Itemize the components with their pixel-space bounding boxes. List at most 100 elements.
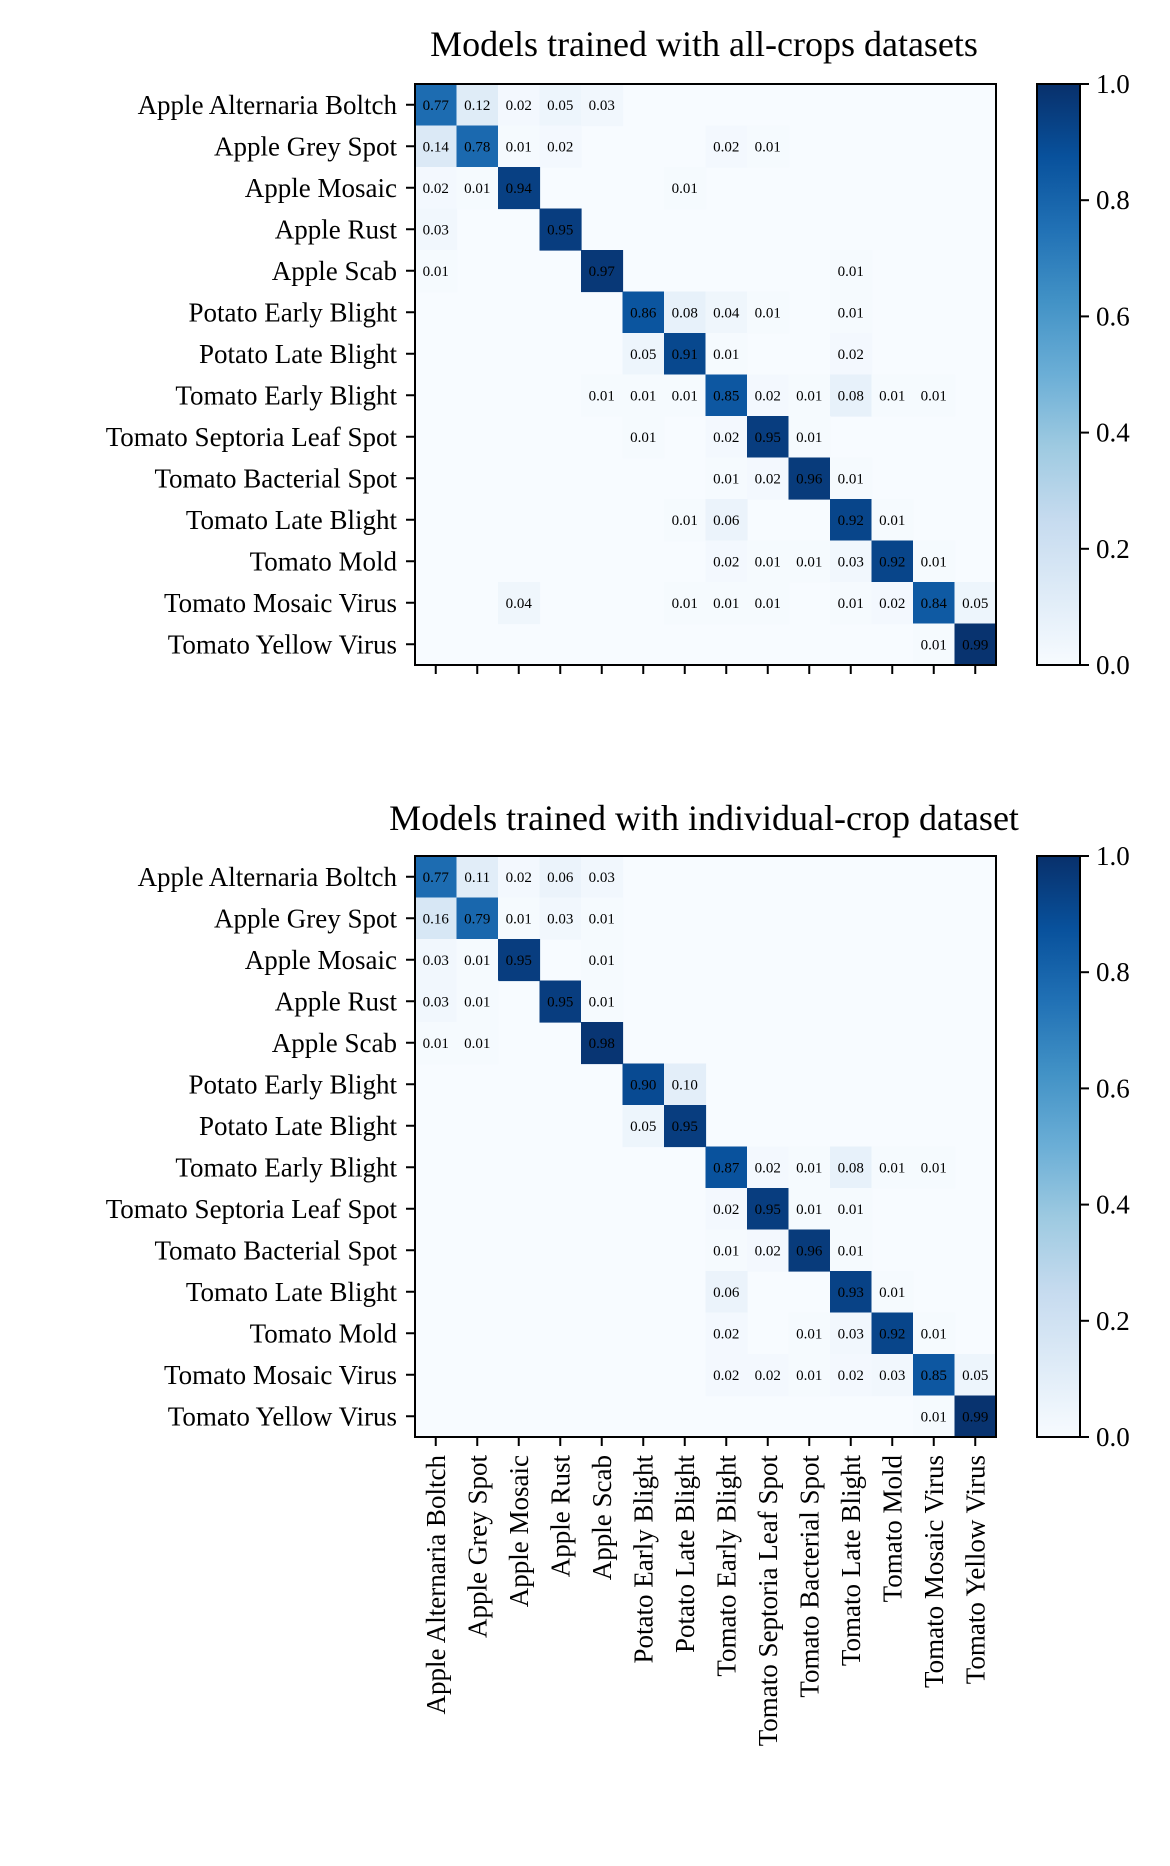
y-tick-label: Tomato Late Blight	[186, 505, 398, 535]
heatmap-cell	[871, 374, 914, 417]
heatmap-cell	[871, 540, 914, 583]
heatmap-cell	[913, 1354, 956, 1397]
heatmap-cell	[705, 499, 748, 542]
cell-value-label: 0.01	[921, 637, 947, 653]
cell-value-label: 0.02	[755, 1368, 781, 1384]
heatmap-cell	[788, 1354, 831, 1397]
cell-value-label: 0.08	[672, 305, 698, 321]
cell-value-label: 0.95	[547, 994, 573, 1010]
colorbar-tick-label: 0.0	[1096, 650, 1130, 680]
cell-value-label: 0.01	[672, 388, 698, 404]
heatmap-cell	[747, 540, 790, 583]
x-tick-label: Tomato Mold	[877, 1455, 907, 1603]
cell-value-label: 0.86	[630, 305, 657, 321]
y-tick-label: Tomato Mold	[250, 1318, 398, 1348]
heatmap-cell	[456, 84, 499, 127]
cell-value-label: 0.01	[506, 139, 532, 155]
heatmap-cell	[830, 1354, 873, 1397]
heatmap-cell	[747, 457, 790, 500]
heatmap-cell	[788, 1146, 831, 1189]
cell-value-label: 0.04	[506, 596, 533, 612]
heatmap-cell	[622, 1063, 665, 1106]
cell-value-label: 0.95	[547, 222, 573, 238]
cell-value-label: 0.01	[921, 554, 947, 570]
cell-value-label: 0.01	[838, 471, 864, 487]
cell-value-label: 0.01	[755, 139, 781, 155]
y-tick-label: Tomato Early Blight	[175, 380, 397, 410]
x-tick-labels: Apple Alternaria Boltch Apple Grey Spot Ap…	[421, 1437, 990, 1746]
heatmap-frame	[414, 83, 997, 666]
heatmap-cell	[788, 1229, 831, 1272]
heatmap-cell	[456, 1022, 499, 1065]
panel-all-crops: Models trained with all-crops datasets 0…	[106, 24, 1131, 680]
cell-value-label: 0.06	[713, 513, 740, 529]
cell-value-label: 0.78	[464, 139, 490, 155]
y-tick-label: Apple Alternaria Boltch	[138, 862, 398, 892]
y-tick-label: Tomato Mold	[250, 546, 398, 576]
heatmap-cell	[456, 125, 499, 168]
cell-value-label: 0.01	[713, 1243, 739, 1259]
heatmap-cell	[622, 416, 665, 459]
cell-value-label: 0.91	[672, 347, 698, 363]
cell-value-label: 0.08	[838, 388, 864, 404]
y-tick-label: Potato Late Blight	[199, 339, 397, 369]
cell-value-label: 0.06	[547, 870, 574, 886]
y-tick-labels: Apple Alternaria Boltch Apple Grey Spot Ap…	[106, 862, 415, 1431]
heatmap-cell	[830, 457, 873, 500]
heatmap-cell	[664, 374, 707, 417]
cell-value-label: 0.02	[755, 1160, 781, 1176]
heatmap-cell	[415, 167, 458, 210]
heatmap-cell	[456, 167, 499, 210]
heatmap-cell	[788, 1188, 831, 1231]
cell-value-label: 0.11	[464, 870, 490, 886]
cell-value-label: 0.01	[589, 911, 615, 927]
heatmap-cell	[622, 374, 665, 417]
cell-value-label: 0.01	[879, 1285, 905, 1301]
heatmap-cell	[747, 1188, 790, 1231]
heatmap-cell	[913, 1312, 956, 1355]
y-tick-label: Tomato Septoria Leaf Spot	[106, 1194, 398, 1224]
cell-value-label: 0.01	[713, 471, 739, 487]
cell-value-label: 0.02	[838, 1368, 864, 1384]
heatmap-cell	[705, 1146, 748, 1189]
cell-value-label: 0.12	[464, 98, 490, 114]
x-tick-label: Potato Late Blight	[670, 1455, 700, 1653]
colorbar-tick-label: 0.0	[1096, 1422, 1130, 1452]
cell-value-label: 0.90	[630, 1077, 656, 1093]
cell-value-label: 0.01	[838, 596, 864, 612]
heatmap-cell	[705, 374, 748, 417]
cell-value-label: 0.92	[879, 1326, 905, 1342]
colorbar-ticks: 0.0 0.2 0.4 0.6 0.8 1.0	[1080, 841, 1130, 1452]
heatmap-cell	[830, 1271, 873, 1314]
cell-value-label: 0.14	[423, 139, 450, 155]
heatmap-cell	[664, 167, 707, 210]
cell-value-label: 0.84	[921, 596, 948, 612]
cell-value-label: 0.01	[838, 264, 864, 280]
colorbar-tick-label: 1.0	[1096, 69, 1130, 99]
cell-value-label: 0.02	[713, 430, 739, 446]
heatmap-cell	[498, 167, 541, 210]
heatmap-cell	[415, 1022, 458, 1065]
x-tick-label: Apple Rust	[545, 1455, 575, 1578]
heatmap-cell	[705, 125, 748, 168]
heatmap-cell	[456, 939, 499, 982]
cell-value-label: 0.99	[962, 637, 988, 653]
cell-value-label: 0.95	[672, 1119, 698, 1135]
cell-value-label: 0.01	[796, 430, 822, 446]
cell-value-label: 0.02	[755, 1243, 781, 1259]
cell-value-label: 0.92	[838, 513, 864, 529]
cell-value-label: 0.01	[755, 554, 781, 570]
x-tick-label: Tomato Bacterial Spot	[794, 1455, 824, 1698]
cell-value-label: 0.01	[921, 388, 947, 404]
cell-value-label: 0.01	[796, 554, 822, 570]
x-tick-labels	[434, 665, 977, 674]
heatmap-cell	[539, 856, 582, 899]
heatmap-cell	[664, 333, 707, 376]
cell-value-label: 0.01	[464, 181, 490, 197]
cell-value-label: 0.01	[672, 181, 698, 197]
cell-value-label: 0.05	[630, 1119, 656, 1135]
heatmap-cells: 0.77 0.11 0.02 0.06 0.03 0.16 0.79 0.01 0.03 0.01…	[415, 856, 997, 1438]
cell-value-label: 0.01	[464, 994, 490, 1010]
cell-value-label: 0.06	[713, 1285, 740, 1301]
heatmap-cell	[415, 125, 458, 168]
